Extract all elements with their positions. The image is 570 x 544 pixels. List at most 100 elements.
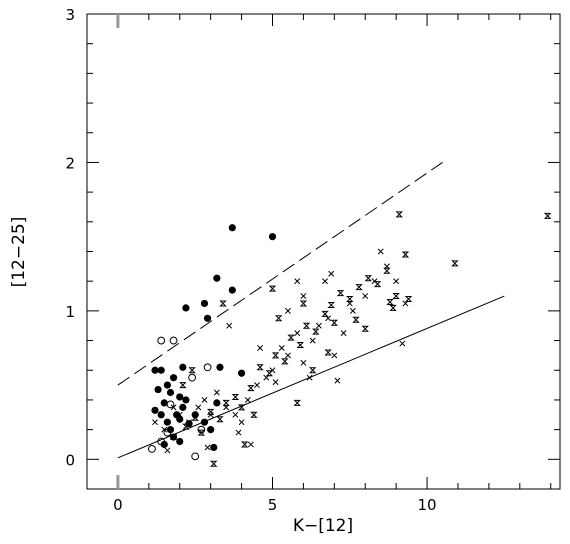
filled-circle-point (179, 403, 187, 411)
cross-point (257, 345, 264, 351)
y-axis-label: [12−25] (9, 217, 29, 288)
hourglass-point (321, 310, 329, 317)
cross-point (399, 340, 406, 347)
filled-circle-point (160, 440, 168, 449)
cross-point (340, 330, 347, 337)
hourglass-point (299, 300, 308, 307)
reference-lines (117, 162, 505, 459)
hourglass-point (231, 393, 240, 400)
open-circle-point (191, 452, 200, 461)
filled-circle-point (176, 415, 184, 423)
hourglass-point (336, 290, 345, 297)
y-tick-label: 1 (65, 303, 75, 321)
hourglass-point (324, 349, 332, 356)
filled-circle-point (163, 418, 171, 426)
hourglass-point (182, 423, 190, 430)
cross-point (195, 404, 202, 411)
cross-point (328, 270, 335, 277)
open-circle-point (166, 400, 175, 409)
filled-circle-point (182, 396, 190, 404)
hourglass-point (281, 358, 289, 365)
hourglass-point (364, 275, 373, 282)
cross-point (164, 447, 171, 454)
hourglass-point (346, 296, 354, 302)
filled-circle-point (157, 366, 165, 374)
axis-tick-labels: 0 5 10 0 1 2 3 (65, 6, 436, 514)
cross-point (238, 419, 245, 426)
cross-point (315, 322, 322, 329)
hourglass-point (389, 304, 397, 311)
open-circle-point (169, 336, 178, 345)
hourglass-point (308, 367, 317, 374)
hourglass-point (197, 429, 206, 436)
cross-point (377, 248, 384, 255)
hourglass-point (401, 251, 410, 258)
hourglass-point (287, 334, 295, 341)
y-tick-label: 3 (65, 6, 75, 24)
open-circle-point (188, 373, 197, 382)
hourglass-point (296, 342, 305, 349)
cross-point (349, 307, 356, 314)
open-circle-point (163, 428, 172, 437)
cross-point (300, 293, 307, 299)
hourglass-point (330, 319, 339, 326)
filled-circle-point (166, 426, 175, 434)
hourglass-point (395, 211, 403, 218)
hourglass-point (386, 298, 394, 305)
cross-point (176, 411, 183, 418)
hourglass-point (250, 411, 258, 418)
filled-circle-point (176, 437, 184, 446)
x-tick-label: 0 (113, 496, 123, 514)
hourglass-point (383, 267, 391, 274)
filled-circle-point (154, 385, 162, 394)
filled-circle-point (237, 369, 246, 377)
filled-circle-point (200, 299, 209, 308)
hourglass-point (256, 364, 264, 371)
cross-point (278, 345, 285, 351)
hourglass-point (247, 385, 255, 392)
hourglass-point (543, 212, 552, 219)
hourglass-point (373, 281, 382, 288)
filled-circle-point (268, 233, 277, 241)
filled-circle-point (216, 363, 224, 371)
cross-point (393, 278, 400, 285)
open-circle-point (148, 445, 156, 453)
dashed-line (117, 162, 443, 386)
cross-point (294, 278, 301, 285)
cross-point (247, 441, 254, 448)
filled-circle-point (176, 393, 184, 401)
hourglass-point (361, 325, 369, 332)
cross-point (213, 389, 220, 396)
cross-point (226, 322, 233, 329)
cross-point (331, 352, 338, 359)
plot-frame (86, 13, 561, 490)
cross-point (362, 293, 369, 299)
hourglass-point (268, 285, 277, 292)
cross-point (161, 426, 168, 433)
cross-point (170, 404, 177, 411)
hourglass-point (271, 352, 280, 359)
hourglass-point (206, 408, 215, 415)
hourglass-point (451, 260, 459, 267)
x-tick-label: 10 (418, 496, 437, 514)
cross-point (254, 382, 260, 389)
cross-point (152, 419, 158, 426)
filled-circle-point (151, 406, 159, 414)
hourglass-point (265, 370, 274, 377)
hourglass-point (237, 404, 246, 411)
hourglass-point (327, 301, 335, 308)
hourglass-point (355, 284, 363, 291)
cross-point (284, 352, 291, 359)
hourglass-point (191, 414, 199, 421)
x-tick-label: 5 (268, 496, 278, 514)
cross-point (300, 359, 307, 366)
cross-point (334, 377, 341, 384)
filled-circle-point (182, 304, 190, 312)
filled-circle-point (179, 363, 187, 371)
axis-ticks (87, 13, 560, 490)
filled-circle-point (151, 366, 159, 374)
filled-circle-point (228, 224, 236, 232)
filled-circle-point (163, 381, 171, 389)
hourglass-point (188, 367, 196, 374)
